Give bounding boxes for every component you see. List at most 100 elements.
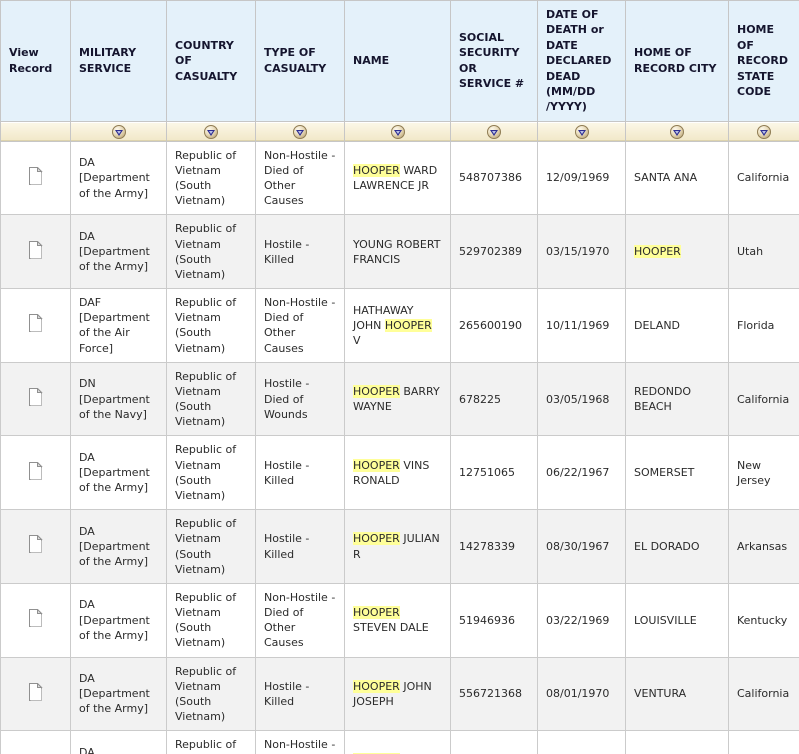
cell-name: HOOPER JOHN JOSEPH bbox=[344, 656, 451, 732]
column-header-type: TYPE OF CASUALTY bbox=[255, 0, 345, 122]
document-page-icon[interactable] bbox=[28, 608, 43, 631]
table-row: DA [Department of the Army]Republic of V… bbox=[0, 214, 799, 290]
cell-military-service: DN [Department of the Navy] bbox=[70, 361, 167, 437]
cell-type-of-casualty: Hostile - Died of Wounds bbox=[255, 361, 345, 437]
column-header-view: View Record bbox=[0, 0, 71, 122]
cell-country-of-casualty: Republic of Vietnam (South Vietnam) bbox=[166, 509, 256, 584]
cell-ssn-or-service-number: 265600190 bbox=[450, 288, 538, 363]
cell-home-of-record-city: HOOPER bbox=[625, 214, 729, 290]
cell-home-of-record-state: Utah bbox=[728, 214, 799, 290]
cell-country-of-casualty: Republic of Vietnam (South Vietnam) bbox=[166, 582, 256, 658]
cell-ssn-or-service-number: 678225 bbox=[450, 361, 538, 437]
cell-military-service: DA [Department of the Army] bbox=[70, 582, 167, 658]
cell-military-service: DA [Department of the Army] bbox=[70, 509, 167, 584]
filter-chevron-down-icon bbox=[393, 130, 402, 137]
search-term-highlight: HOOPER bbox=[353, 532, 400, 546]
filter-button-name[interactable] bbox=[390, 125, 405, 140]
cell-country-of-casualty: Republic of Vietnam (South Vietnam) bbox=[166, 656, 256, 732]
filter-chevron-down-icon bbox=[760, 130, 768, 137]
view-record-cell bbox=[0, 435, 71, 511]
cell-date-of-death: 12/09/1969 bbox=[537, 140, 626, 216]
search-term-highlight: HOOPER bbox=[384, 318, 432, 332]
column-header-name: NAME bbox=[344, 0, 451, 122]
cell-date-of-death: 03/05/1968 bbox=[537, 361, 626, 437]
cell-date-of-death: 06/22/1967 bbox=[537, 435, 626, 511]
document-page-icon[interactable] bbox=[28, 313, 43, 336]
filter-cell-state bbox=[728, 120, 799, 142]
cell-home-of-record-city: LOUISVILLE bbox=[625, 582, 729, 658]
cell-ssn-or-service-number: 225680484 bbox=[450, 730, 538, 754]
cell-country-of-casualty: Republic of Vietnam (South Vietnam) bbox=[166, 214, 256, 290]
cell-date-of-death: 03/15/1970 bbox=[537, 214, 626, 290]
view-record-cell bbox=[0, 214, 71, 290]
filter-button-ssn[interactable] bbox=[487, 125, 501, 140]
cell-type-of-casualty: Non-Hostile - Died of Other Causes bbox=[255, 582, 345, 658]
filter-chevron-down-icon bbox=[114, 130, 123, 137]
document-page-icon[interactable] bbox=[28, 682, 43, 705]
table-row: DA [Department of the Army]Republic of V… bbox=[0, 509, 799, 584]
filter-cell-name bbox=[344, 120, 451, 142]
table-row: DN [Department of the Navy] Republic of V… bbox=[0, 361, 799, 437]
cell-country-of-casualty: Republic of Vietnam (South Vietnam) bbox=[166, 140, 256, 216]
cell-military-service: DA [Department of the Army] bbox=[70, 214, 167, 290]
cell-home-of-record-city: EL DORADO bbox=[625, 509, 729, 584]
cell-home-of-record-state: Florida bbox=[728, 288, 799, 363]
column-header-ssn: SOCIAL SECURITY OR SERVICE # bbox=[450, 0, 538, 122]
filter-button-ms[interactable] bbox=[111, 125, 126, 140]
cell-country-of-casualty: Republic of Vietnam (South Vietnam) bbox=[166, 730, 256, 754]
filter-cell-ms bbox=[70, 120, 167, 142]
table-row: DAF [Department of the Air Force] Republi… bbox=[0, 288, 799, 363]
table-row: DA [Department of the Army]Republic of V… bbox=[0, 140, 799, 216]
cell-type-of-casualty: Non-Hostile - Died of Other Causes bbox=[255, 288, 345, 363]
filter-row bbox=[0, 120, 799, 142]
view-record-cell bbox=[0, 509, 71, 584]
filter-cell-country bbox=[166, 120, 256, 142]
search-term-highlight: HOOPER bbox=[353, 384, 400, 398]
cell-home-of-record-state: Virginia bbox=[728, 730, 799, 754]
filter-button-date[interactable] bbox=[574, 125, 589, 140]
cell-name: HOOPER WILLIE JR bbox=[344, 730, 451, 754]
cell-name: HOOPER STEVEN DALE bbox=[344, 582, 451, 658]
cell-military-service: DA [Department of the Army] bbox=[70, 435, 167, 511]
cell-ssn-or-service-number: 529702389 bbox=[450, 214, 538, 290]
column-header-city: HOME OF RECORD CITY bbox=[625, 0, 729, 122]
document-page-icon[interactable] bbox=[28, 239, 43, 263]
filter-button-state[interactable] bbox=[757, 125, 771, 140]
cell-date-of-death: 10/11/1969 bbox=[537, 288, 626, 363]
cell-name: HATHAWAY JOHN HOOPER V bbox=[344, 288, 451, 363]
header-row: View Record MILITARY SERVICE COUNTRY OF CA… bbox=[0, 0, 799, 122]
cell-home-of-record-city: SOMERSET bbox=[625, 435, 729, 511]
filter-chevron-down-icon bbox=[577, 130, 586, 137]
view-record-cell bbox=[0, 140, 71, 216]
view-record-cell bbox=[0, 656, 71, 732]
document-page-icon[interactable] bbox=[28, 387, 43, 410]
cell-ssn-or-service-number: 51946936 bbox=[450, 582, 538, 658]
filter-button-country[interactable] bbox=[204, 125, 218, 140]
document-page-icon[interactable] bbox=[28, 166, 43, 189]
cell-military-service: DA [Department of the Army] bbox=[70, 140, 167, 216]
filter-cell-city bbox=[625, 120, 729, 142]
cell-military-service: DA [Department of the Army] bbox=[70, 730, 167, 754]
cell-type-of-casualty: Hostile - Killed bbox=[255, 656, 345, 732]
cell-home-of-record-city: DELAND bbox=[625, 288, 729, 363]
cell-ssn-or-service-number: 12751065 bbox=[450, 435, 538, 511]
cell-name: HOOPER JULIAN R bbox=[344, 509, 451, 584]
search-term-highlight: HOOPER bbox=[353, 163, 400, 177]
document-page-icon[interactable] bbox=[28, 461, 43, 484]
cell-home-of-record-city: SANTA ANA bbox=[625, 140, 729, 216]
table-body: DA [Department of the Army] Republic of V… bbox=[0, 140, 799, 754]
table-row: DA [Department of the Army]Republic of V… bbox=[0, 435, 799, 511]
document-page-icon[interactable] bbox=[28, 534, 43, 557]
cell-date-of-death: 08/30/1967 bbox=[537, 509, 626, 584]
view-record-cell bbox=[0, 288, 71, 363]
filter-button-type[interactable] bbox=[293, 125, 307, 140]
table-row: DA [Department of the Army]Republic of V… bbox=[0, 582, 799, 658]
column-header-country: COUNTRY OF CASUALTY bbox=[166, 0, 256, 122]
cell-ssn-or-service-number: 14278339 bbox=[450, 509, 538, 584]
cell-name: HOOPER BARRY WAYNE bbox=[344, 361, 451, 437]
cell-military-service: DA [Department of the Army] bbox=[70, 656, 167, 732]
filter-cell-date bbox=[537, 120, 626, 142]
view-record-cell bbox=[0, 361, 71, 437]
cell-home-of-record-city: PETERSBURG bbox=[625, 730, 729, 754]
filter-button-city[interactable] bbox=[670, 125, 684, 140]
